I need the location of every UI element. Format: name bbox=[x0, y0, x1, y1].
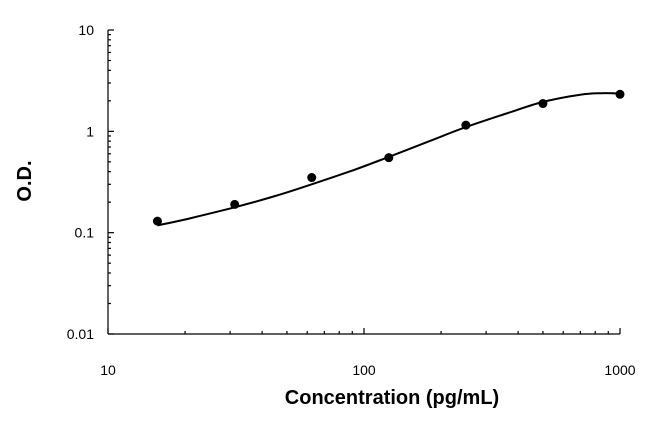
data-point bbox=[384, 153, 394, 163]
data-point bbox=[461, 120, 471, 130]
data-point bbox=[230, 199, 240, 209]
data-point bbox=[307, 173, 317, 183]
data-point bbox=[615, 89, 625, 99]
data-point bbox=[152, 216, 162, 226]
y-tick-label: 0.01 bbox=[67, 326, 94, 342]
axis-ticks bbox=[107, 29, 621, 335]
x-tick-label: 1000 bbox=[604, 362, 635, 378]
data-point bbox=[538, 99, 548, 109]
y-tick-label: 10 bbox=[78, 22, 94, 38]
tick-labels: 10 1 0.1 0.01 10 100 1000 bbox=[67, 22, 636, 378]
y-tick-label: 0.1 bbox=[75, 225, 95, 241]
x-axis-title: Concentration (pg/mL) bbox=[285, 387, 499, 409]
x-tick-label: 10 bbox=[100, 362, 116, 378]
axes bbox=[107, 30, 620, 335]
data-points bbox=[152, 89, 625, 226]
y-tick-label: 1 bbox=[86, 123, 94, 139]
y-axis-title: O.D. bbox=[14, 160, 36, 201]
x-tick-label: 100 bbox=[352, 362, 376, 378]
